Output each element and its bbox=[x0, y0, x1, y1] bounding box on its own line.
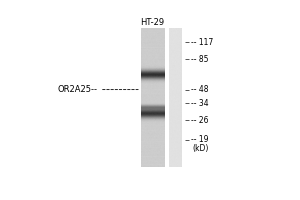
Text: -- 34: -- 34 bbox=[191, 99, 208, 108]
Text: -- 48: -- 48 bbox=[191, 85, 208, 94]
Text: -- 85: -- 85 bbox=[191, 55, 208, 64]
Text: (kD): (kD) bbox=[192, 144, 208, 153]
Text: -- 26: -- 26 bbox=[191, 116, 208, 125]
Text: -- 19: -- 19 bbox=[191, 135, 208, 144]
Text: HT-29: HT-29 bbox=[140, 18, 165, 27]
Text: -- 117: -- 117 bbox=[191, 38, 213, 47]
Text: OR2A25--: OR2A25-- bbox=[58, 85, 98, 94]
